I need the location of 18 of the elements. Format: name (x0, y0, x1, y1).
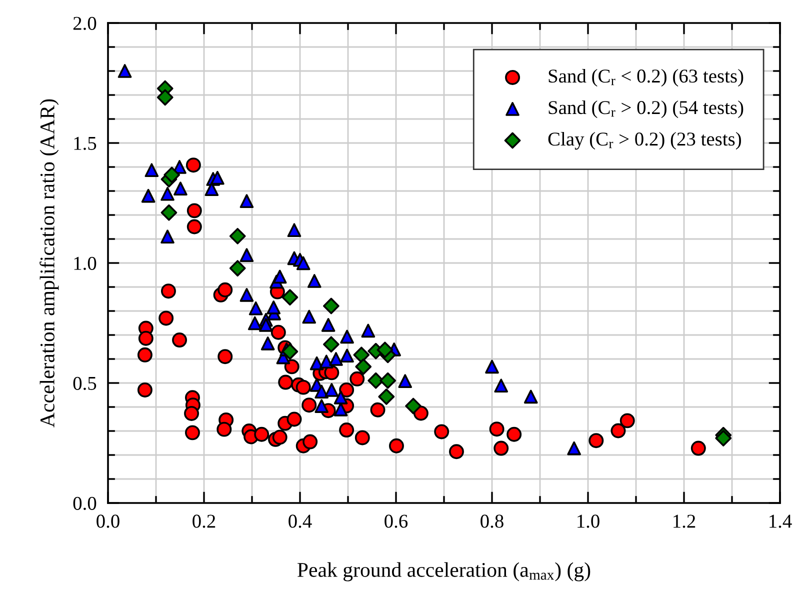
x-tick-label: 1.0 (578, 514, 600, 528)
y-tick-label: 0.5 (73, 376, 96, 390)
x-axis-title: Peak ground acceleration (a$_{max}$) (g) (298, 562, 590, 582)
y-tick-label: 2.0 (73, 16, 96, 30)
x-tick-label: 0.6 (384, 514, 408, 528)
y-tick-label: 0.0 (73, 496, 96, 510)
legend-label: Sand (C$_{r}$ > 0.2) (54 tests) (548, 100, 744, 118)
legend-label: Sand (C$_{r}$ < 0.2) (63 tests) (548, 68, 744, 87)
x-tick-label: 0.8 (480, 514, 504, 528)
y-axis-title: Acceleration amplification ratio (AAR) (40, 99, 59, 428)
legend-label: Clay (C$_{r}$ > 0.2) (23 tests) (548, 132, 741, 150)
x-tick-label: 1.2 (674, 514, 696, 528)
x-tick-label: 0.4 (288, 514, 312, 528)
y-tick-label: 1.0 (74, 256, 96, 270)
x-tick-label: 0.2 (192, 514, 216, 528)
x-tick-label: 0.0 (96, 514, 120, 528)
y-tick-label: 1.5 (74, 136, 96, 150)
x-tick-label: 1.4 (770, 514, 792, 528)
